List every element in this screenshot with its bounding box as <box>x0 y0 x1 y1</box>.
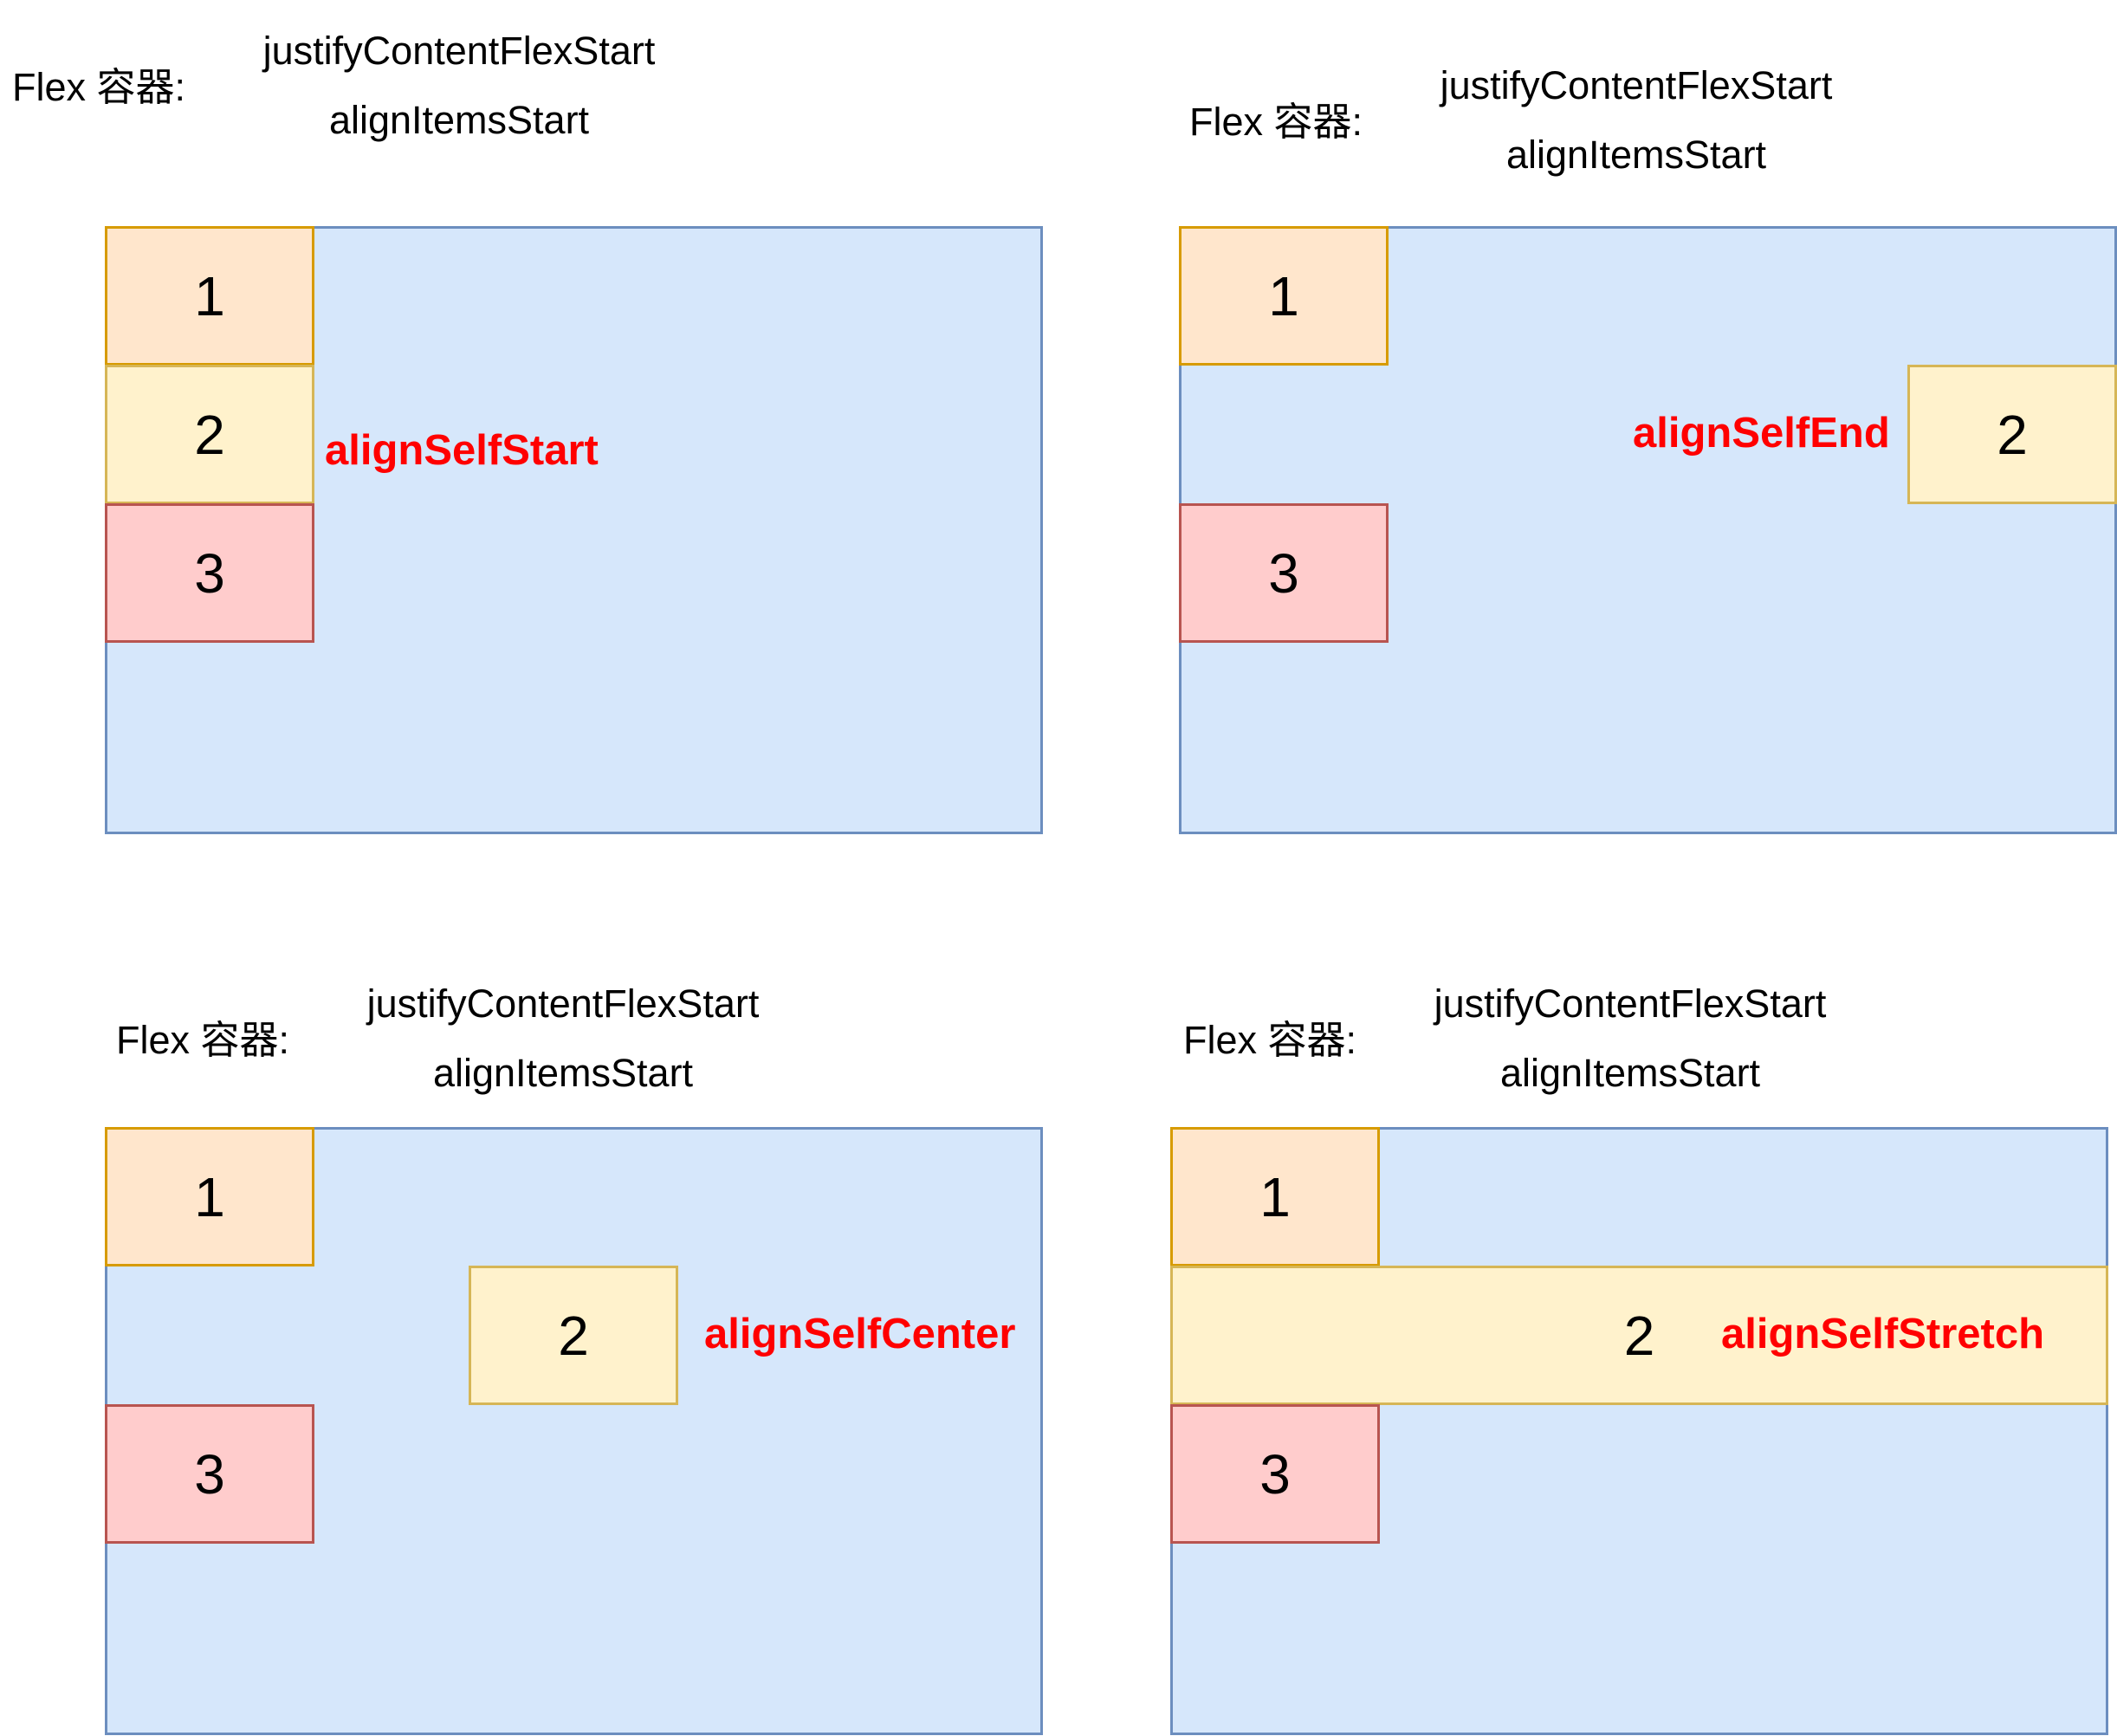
align-self-annotation: alignSelfStretch <box>1721 1311 2045 1357</box>
container-label: Flex 容器: <box>116 1018 290 1062</box>
align-items-label: alignItemsStart <box>432 1051 694 1095</box>
flex-item-3: 3 <box>1179 503 1389 643</box>
align-self-annotation: alignSelfEnd <box>1633 410 1890 457</box>
align-self-annotation: alignSelfStart <box>325 427 599 474</box>
container-label: Flex 容器: <box>1189 100 1363 144</box>
align-items-label: alignItemsStart <box>328 98 590 142</box>
justify-content-label: justifyContentFlexStart <box>1440 63 1833 107</box>
flex-item-3: 3 <box>105 503 314 643</box>
flex-item-1: 1 <box>1179 226 1389 366</box>
flex-item-2: 2 <box>1907 365 2117 504</box>
flex-item-1: 1 <box>105 226 314 366</box>
flex-item-2: 2 <box>1170 1266 2108 1405</box>
align-self-annotation: alignSelfCenter <box>704 1311 1016 1357</box>
flex-item-1: 1 <box>105 1127 314 1266</box>
align-items-label: alignItemsStart <box>1505 133 1767 177</box>
justify-content-label: justifyContentFlexStart <box>366 981 760 1026</box>
flex-item-3: 3 <box>1170 1404 1380 1544</box>
flex-item-1: 1 <box>1170 1127 1380 1266</box>
justify-content-label: justifyContentFlexStart <box>1434 981 1827 1026</box>
flex-item-3: 3 <box>105 1404 314 1544</box>
flex-item-2: 2 <box>469 1266 678 1405</box>
justify-content-label: justifyContentFlexStart <box>262 29 656 73</box>
container-label: Flex 容器: <box>12 65 186 109</box>
align-items-label: alignItemsStart <box>1499 1051 1761 1095</box>
flex-item-2: 2 <box>105 365 314 504</box>
container-label: Flex 容器: <box>1183 1018 1357 1062</box>
